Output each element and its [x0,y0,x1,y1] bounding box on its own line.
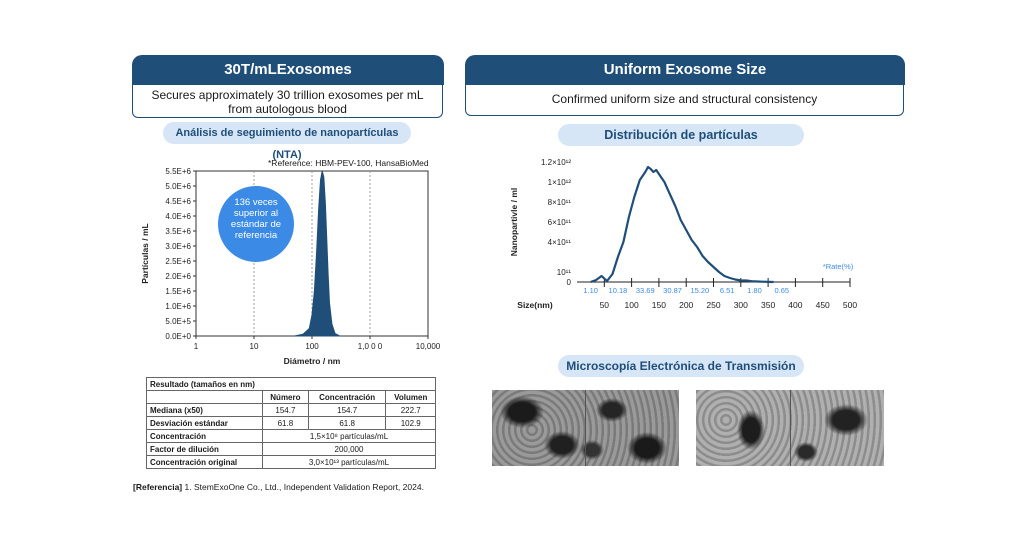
table-row: Factor de dilución 200,000 [146,442,437,456]
nta-x-tick-label: 10 [250,342,259,351]
nta-y-tick-label: 3.0E+6 [165,242,191,251]
nta-x-tick-label: 100 [305,342,319,351]
cell: 154.7 [261,403,309,417]
dist-x-axis-label: Size(nm) [517,300,553,310]
dist-y-tick-label: 8×10¹¹ [548,198,572,207]
dist-x-tick-label: 500 [843,300,857,310]
nta-y-tick-label: 1.0E+6 [165,302,191,311]
row-label: Concentración original [146,455,263,469]
dist-x-tick-label: 350 [761,300,775,310]
nta-y-tick-label: 2.0E+6 [165,272,191,281]
tem-divider-right [790,390,791,466]
callout-line1: 136 veces [234,197,278,208]
nta-x-axis-label: Diámetro / nm [284,356,341,366]
dist-rate-value: 10.18 [609,286,628,295]
nta-chart: 0.0E+0 5.0E+5 1.0E+6 1.5E+6 2.0E+6 2.5E+6 3.0E… [140,167,441,366]
table-header-concentracion: Concentración [307,390,387,404]
nta-distribution-area [294,170,340,337]
nta-x-tick-label: 10,000 [416,342,441,351]
cell: 102.9 [385,416,436,430]
dist-x-tick-label: 300 [734,300,748,310]
nta-y-tick-label: 3.5E+6 [165,227,191,236]
dist-x-tick-label: 50 [600,300,610,310]
tem-section-title: Microscopía Electrónica de Transmisión [558,355,804,377]
dist-rate-value: 0.65 [774,286,789,295]
dist-series-line [590,165,774,284]
table-header-numero: Número [261,390,309,404]
cell: 1,5×10⁸ partículas/mL [261,429,437,443]
dist-x-tick-label: 200 [679,300,693,310]
dist-x-tick-label: 150 [652,300,666,310]
cell: 3,0×10¹³ partículas/mL [261,455,437,469]
footer-ref-label: [Referencia] [133,482,183,492]
dist-x-tick-label: 450 [816,300,830,310]
cell: 154.7 [307,403,387,417]
reference-note: *Reference: HBM-PEV-100, HansaBioMed [268,158,429,168]
cell: 61.8 [307,416,387,430]
nta-y-tick-label: 5.0E+5 [165,317,191,326]
nta-x-tick-label: 1,0 0 0 [358,342,383,351]
callout-line2: superior al [233,208,279,219]
nta-y-tick-label: 5.0E+6 [165,182,191,191]
row-label: Factor de dilución [146,442,263,456]
results-table: Resultado (tamaños en nm) Número Concent… [146,377,437,469]
nta-y-tick-label: 0.0E+0 [165,332,191,341]
nta-y-tick-label: 2.5E+6 [165,257,191,266]
table-header-empty [146,390,263,404]
nta-section-title: Análisis de seguimiento de nanopartícula… [163,122,411,161]
nta-y-tick-label: 1.5E+6 [165,287,191,296]
table-header-volumen: Volumen [385,390,436,404]
dist-y-tick-label: 0 [567,278,572,287]
dist-y-axis-label: Nanopartivle / ml [509,188,519,257]
table-row: Mediana (x50) 154.7 154.7 222.7 [146,403,436,417]
cell: 222.7 [385,403,436,417]
row-label: Concentración [146,429,263,443]
table-header-row: Número Concentración Volumen [146,390,436,404]
left-panel-subtitle: Secures approximately 30 trillion exosom… [132,85,443,118]
dist-x-tick-label: 400 [788,300,802,310]
dist-y-tick-label: 1.2×10¹² [541,158,571,167]
table-row: Concentración original 3,0×10¹³ partícul… [146,455,437,469]
footer-ref-text: 1. StemExoOne Co., Ltd., Independent Val… [184,482,424,492]
right-panel-title: Uniform Exosome Size [465,55,905,85]
footer-reference: [Referencia] 1. StemExoOne Co., Ltd., In… [133,482,424,492]
row-label: Mediana (x50) [146,403,263,417]
dist-x-tick-label: 100 [625,300,639,310]
distribution-section-title: Distribución de partículas [558,124,804,146]
cell: 61.8 [261,416,309,430]
cell: 200,000 [261,442,437,456]
dist-rate-value: 1.80 [747,286,762,295]
dist-rate-value: 15.20 [690,286,709,295]
right-panel-subtitle: Confirmed uniform size and structural co… [465,85,904,116]
dist-rate-label: *Rate(%) [823,262,854,271]
left-subtitle-line1: Secures approximately 30 trillion exosom… [151,88,424,102]
dist-rate-value: 1.10 [583,286,598,295]
table-title: Resultado (tamaños en nm) [146,377,436,391]
tem-divider-left [585,390,586,466]
dist-rate-value: 6.51 [720,286,735,295]
dist-y-tick-label: 10¹¹ [557,268,572,277]
callout-circle: 136 veces superior al estándar de refere… [218,186,294,262]
left-subtitle-line2: from autologous blood [228,102,347,116]
dist-rate-value: 33.69 [636,286,655,295]
nta-y-tick-label: 4.0E+6 [165,212,191,221]
nta-y-tick-label: 4.5E+6 [165,197,191,206]
row-label: Desviación estándar [146,416,263,430]
callout-line4: referencia [234,230,278,241]
dist-y-tick-label: 6×10¹¹ [548,218,572,227]
dist-y-tick-label: 4×10¹¹ [548,238,572,247]
left-panel-title: 30T/mLExosomes [132,55,444,85]
nta-y-tick-label: 5.5E+6 [165,167,191,176]
callout-line3: estándar de [230,219,282,230]
dist-x-tick-label: 250 [706,300,720,310]
table-row: Concentración 1,5×10⁸ partículas/mL [146,429,437,443]
table-row: Desviación estándar 61.8 61.8 102.9 [146,416,436,430]
dist-y-tick-label: 1×10¹² [548,178,572,187]
dist-rate-value: 30.87 [663,286,682,295]
nta-x-tick-label: 1 [194,342,199,351]
nta-y-axis-label: Partículas / mL [140,223,150,283]
